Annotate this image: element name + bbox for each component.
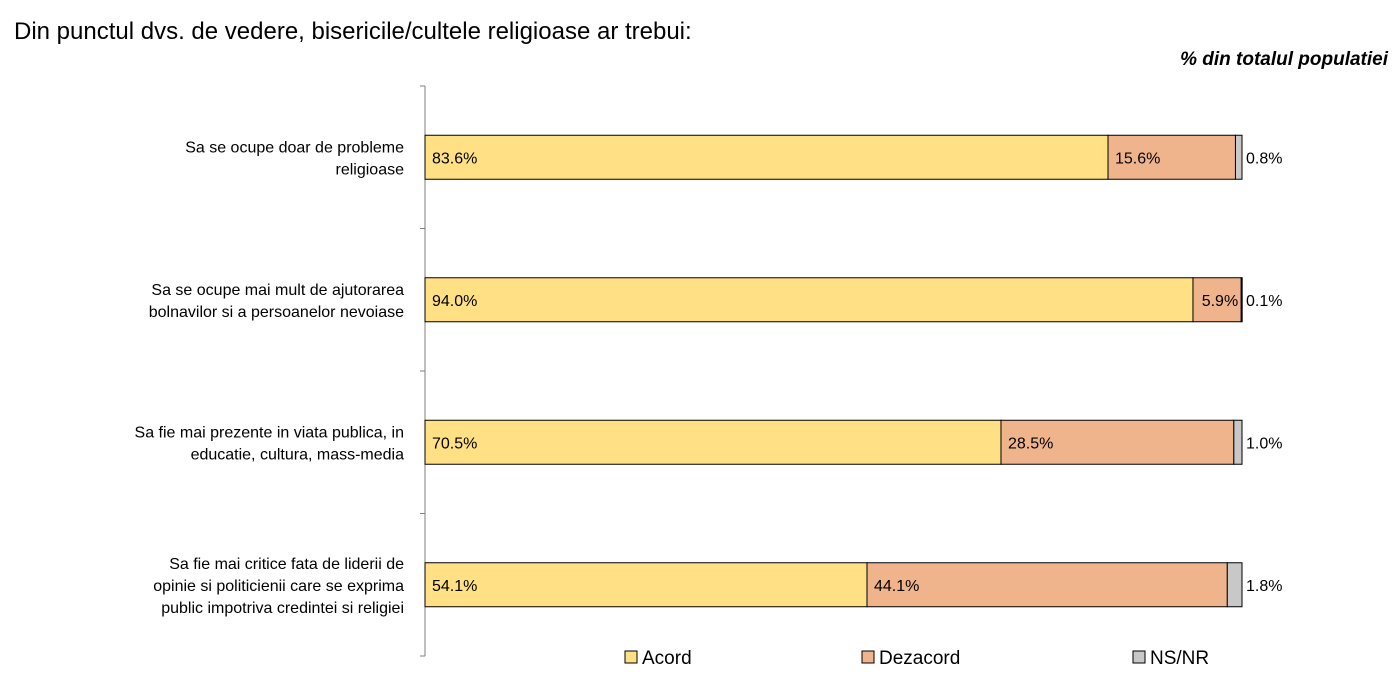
data-label: 54.1% [432, 578, 477, 595]
data-label: 70.5% [432, 435, 477, 452]
legend-label: Acord [642, 648, 692, 669]
bar-segment-ns-nr [1233, 419, 1243, 465]
data-label: 0.8% [1246, 150, 1282, 167]
bar-segment-dezacord [1107, 134, 1236, 180]
category-label: Sa fie mai prezente in viata publica, in… [135, 424, 405, 463]
data-label: 28.5% [1008, 435, 1053, 452]
data-label: 5.9% [1202, 293, 1238, 310]
legend-label: Dezacord [879, 648, 960, 669]
data-label: 15.6% [1115, 150, 1160, 167]
legend-swatch [861, 650, 875, 664]
category-label-line: bolnavilor si a persoanelor nevoiase [149, 304, 404, 321]
category-label-line: educatie, cultura, mass-media [191, 446, 405, 463]
category-label: Sa se ocupe doar de probleme religioase [185, 139, 404, 178]
category-label-line: Sa se ocupe doar de probleme [185, 139, 404, 156]
bar-segment-dezacord [1192, 277, 1242, 323]
category-label-line: religioase [336, 161, 405, 178]
legend-swatch [624, 650, 638, 664]
data-label: 83.6% [432, 150, 477, 167]
category-label-line: opinie si politicienii care se exprima [153, 578, 404, 595]
bar-segment-ns-nr [1234, 134, 1243, 180]
bar-segment-acord [424, 277, 1194, 323]
chart-title: Din punctul dvs. de vedere, bisericile/c… [14, 18, 692, 45]
data-label: 1.8% [1246, 578, 1282, 595]
category-label: Sa fie mai critice fata de liderii de opi… [153, 556, 404, 617]
category-label-line: Sa fie mai critice fata de liderii de [169, 556, 404, 573]
bar-segment-ns-nr [1240, 277, 1243, 323]
data-label: 94.0% [432, 293, 477, 310]
bar-segment-ns-nr [1226, 562, 1243, 608]
data-label: 1.0% [1246, 435, 1282, 452]
bar-segment-acord [424, 419, 1002, 465]
bar-segment-acord [424, 134, 1109, 180]
chart-subtitle: % din totalul populatiei [1180, 49, 1388, 70]
category-label-line: Sa fie mai prezente in viata publica, in [135, 424, 404, 441]
legend-swatch [1132, 650, 1146, 664]
bar-segment-dezacord [866, 562, 1228, 608]
legend-label: NS/NR [1150, 648, 1209, 669]
category-label-line: Sa se ocupe mai mult de ajutorarea [151, 282, 404, 299]
category-label-line: public impotriva credintei si religiei [161, 600, 404, 617]
category-label: Sa se ocupe mai mult de ajutorarea bolnav… [149, 282, 404, 321]
data-label: 0.1% [1246, 293, 1282, 310]
bar-segment-acord [424, 562, 868, 608]
data-label: 44.1% [874, 578, 919, 595]
